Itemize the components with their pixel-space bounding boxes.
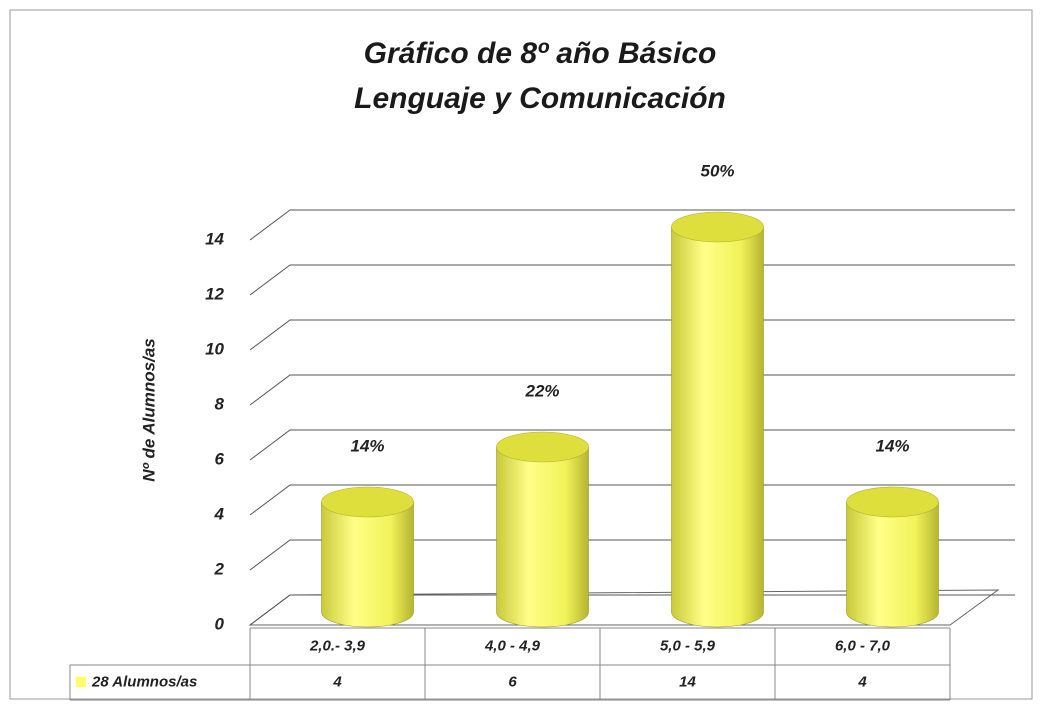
y-tick-label: 2 (214, 559, 225, 578)
grid-line (249, 264, 1015, 296)
y-tick-label: 0 (215, 614, 225, 633)
annotation: 50% (700, 161, 734, 180)
legend-label: 28 Alumnos/as (91, 673, 197, 690)
grid-line (249, 429, 1015, 461)
table-value: 4 (857, 673, 867, 690)
bar-top (671, 211, 764, 243)
annotation: 22% (524, 381, 559, 400)
y-tick-label: 10 (205, 339, 224, 358)
bar (321, 501, 414, 628)
bar (496, 446, 589, 628)
legend-swatch (76, 677, 86, 687)
bar (846, 501, 939, 628)
grid-line (249, 319, 1015, 351)
table-value: 14 (679, 673, 696, 690)
y-tick-label: 14 (205, 229, 224, 248)
annotation: 14% (875, 436, 909, 455)
x-tick-label: 2,0.- 3,9 (309, 637, 366, 654)
x-tick-label: 6,0 - 7,0 (835, 637, 891, 654)
y-tick-label: 8 (215, 394, 225, 413)
grid-line (249, 539, 1015, 571)
x-tick-label: 4,0 - 4,9 (484, 637, 541, 654)
annotation: 14% (350, 436, 384, 455)
table-value: 4 (332, 673, 342, 690)
bar (671, 226, 764, 628)
table-value: 6 (508, 673, 517, 690)
bar-top (496, 431, 589, 463)
y-tick-label: 6 (215, 449, 225, 468)
chart-title: Gráfico de 8º año Básico (364, 37, 717, 70)
y-tick-label: 12 (205, 284, 224, 303)
grid-line (249, 209, 1015, 241)
grid-line (249, 594, 1015, 626)
grid-line (249, 484, 1015, 516)
grid-line (249, 374, 1015, 406)
y-tick-label: 4 (214, 504, 225, 523)
bar-top (846, 486, 939, 518)
y-axis-label: Nº de Alumnos/as (139, 338, 158, 482)
x-tick-label: 5,0 - 5,9 (660, 637, 716, 654)
chart-title: Lenguaje y Comunicación (354, 82, 726, 115)
bar-top (321, 486, 414, 518)
